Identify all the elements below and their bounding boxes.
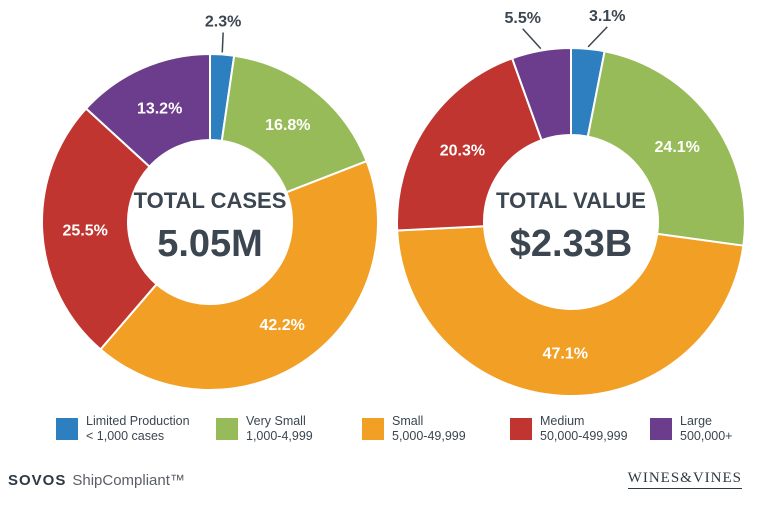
legend-swatch-limited-production xyxy=(56,418,78,440)
leader-line-limited-production xyxy=(587,26,608,48)
slice-label-large: 5.5% xyxy=(504,10,540,27)
slice-small xyxy=(99,159,379,391)
legend-swatch-small xyxy=(362,418,384,440)
center-title: TOTAL VALUE xyxy=(496,188,646,213)
slice-very-small xyxy=(220,54,368,194)
slice-large xyxy=(84,52,211,169)
slice-medium xyxy=(396,56,543,232)
donut-chart-cases: 2.3% 16.8% 42.2% 25.5% 13.2% TOTAL CASES 5.05M xyxy=(41,13,379,391)
center-value: 5.05M xyxy=(157,223,263,265)
legend-label: Very Small xyxy=(246,414,306,428)
product-name: ShipCompliant™ xyxy=(72,472,185,489)
wines-vines-logo: WINES&VINES xyxy=(627,470,742,489)
legend-item-limited-production: Limited Production < 1,000 cases xyxy=(56,414,190,444)
legend-range: < 1,000 cases xyxy=(86,429,165,443)
legend-label: Large xyxy=(680,414,712,428)
slice-medium xyxy=(41,107,158,351)
slice-label-small: 47.1% xyxy=(543,345,588,362)
legend-range: 1,000-4,999 xyxy=(246,429,313,443)
slice-label-very-small: 16.8% xyxy=(265,117,310,134)
slice-large xyxy=(510,46,572,142)
donut-charts: 2.3% 16.8% 42.2% 25.5% 13.2% TOTAL CASES 5.05M… xyxy=(41,8,746,397)
legend-item-very-small: Very Small 1,000-4,999 xyxy=(216,414,313,444)
donut-chart-value: 3.1% 24.1% 47.1% 20.3% 5.5% TOTAL VALUE $2.33B xyxy=(396,8,746,397)
brand-name: SOVOS xyxy=(8,472,67,489)
legend: Limited Production < 1,000 cases Very Sm… xyxy=(40,414,760,450)
legend-text: Limited Production < 1,000 cases xyxy=(86,414,190,444)
slice-label-large: 13.2% xyxy=(137,101,182,118)
legend-item-medium: Medium 50,000-499,999 xyxy=(510,414,628,444)
legend-range: 500,000+ xyxy=(680,429,733,443)
slice-label-limited-production: 2.3% xyxy=(205,13,241,30)
leader-line-limited-production xyxy=(221,32,224,53)
sovos-logo: SOVOS ShipCompliant™ xyxy=(8,472,185,489)
slice-small xyxy=(396,225,745,397)
slice-label-medium: 25.5% xyxy=(63,222,108,239)
legend-range: 5,000-49,999 xyxy=(392,429,466,443)
legend-label: Limited Production xyxy=(86,414,190,428)
legend-swatch-large xyxy=(650,418,672,440)
legend-item-large: Large 500,000+ xyxy=(650,414,732,444)
legend-text: Very Small 1,000-4,999 xyxy=(246,414,313,444)
slice-label-small: 42.2% xyxy=(260,317,305,334)
legend-range: 50,000-499,999 xyxy=(540,429,628,443)
legend-text: Medium 50,000-499,999 xyxy=(540,414,628,444)
legend-label: Medium xyxy=(540,414,585,428)
legend-text: Large 500,000+ xyxy=(680,414,732,444)
slice-very-small xyxy=(586,50,746,247)
legend-text: Small 5,000-49,999 xyxy=(392,414,466,444)
slice-label-medium: 20.3% xyxy=(440,143,485,160)
slice-label-limited-production: 3.1% xyxy=(589,8,625,25)
legend-item-small: Small 5,000-49,999 xyxy=(362,414,466,444)
legend-label: Small xyxy=(392,414,424,428)
legend-swatch-very-small xyxy=(216,418,238,440)
legend-swatch-medium xyxy=(510,418,532,440)
slice-label-very-small: 24.1% xyxy=(655,139,700,156)
center-title: TOTAL CASES xyxy=(134,188,287,213)
leader-line-large xyxy=(522,28,542,50)
center-value: $2.33B xyxy=(510,223,633,265)
